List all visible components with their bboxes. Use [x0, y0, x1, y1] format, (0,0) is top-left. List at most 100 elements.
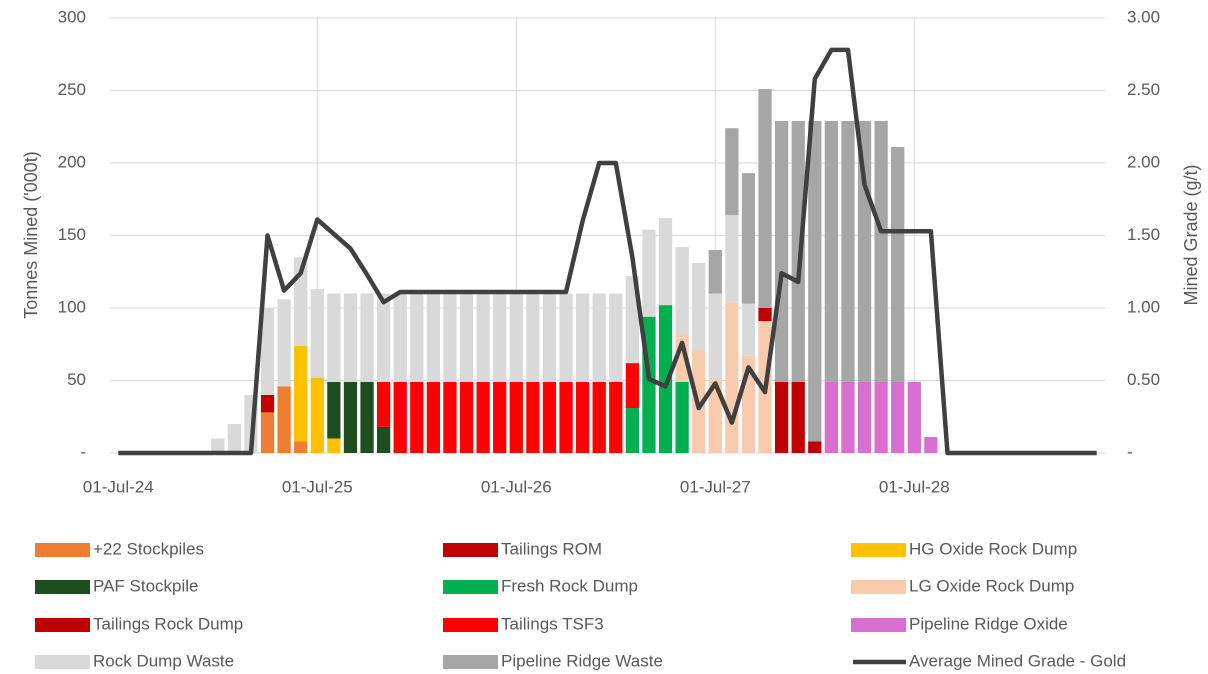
- bar: [277, 299, 291, 387]
- x-tick-label: 01-Jul-26: [481, 477, 552, 496]
- bar: [758, 308, 772, 322]
- bar: [393, 381, 407, 453]
- bar: [708, 380, 722, 453]
- bar: [277, 386, 291, 453]
- bar: [376, 426, 391, 453]
- bar: [509, 293, 523, 382]
- bar: [891, 381, 905, 453]
- bar: [841, 381, 855, 453]
- bar: [592, 381, 606, 453]
- bar: [924, 437, 938, 453]
- x-tick-label: 01-Jul-25: [282, 477, 353, 496]
- bar: [658, 218, 673, 306]
- bar: [526, 381, 540, 453]
- legend-label: Pipeline Ridge Waste: [501, 651, 663, 670]
- y2-tick-label: 0.50: [1127, 370, 1160, 389]
- bar: [642, 229, 656, 317]
- bar: [327, 381, 341, 439]
- bar: [741, 303, 756, 356]
- y-tick-label: 50: [67, 370, 86, 389]
- y2-tick-label: 1.00: [1127, 297, 1160, 316]
- y-axis-title: Tonnes Mined ('000t): [21, 151, 41, 319]
- bar: [758, 89, 772, 308]
- y-tick-label: 250: [58, 80, 86, 99]
- bar: [692, 263, 706, 351]
- legend-swatch: [35, 543, 90, 557]
- bar: [360, 293, 374, 382]
- bar: [260, 395, 275, 413]
- bar: [592, 293, 606, 382]
- legend-label: Rock Dump Waste: [93, 651, 234, 670]
- bar: [907, 381, 921, 453]
- bar: [260, 412, 275, 453]
- y-tick-label: -: [80, 442, 86, 461]
- bar: [891, 147, 905, 382]
- bar: [609, 381, 623, 453]
- bar: [542, 293, 557, 382]
- x-tick-label: 01-Jul-28: [879, 477, 950, 496]
- legend-label: PAF Stockpile: [93, 576, 199, 595]
- legend-label: HG Oxide Rock Dump: [909, 539, 1077, 558]
- bar: [443, 381, 457, 453]
- bar: [575, 381, 590, 453]
- bar: [575, 293, 590, 382]
- bar: [625, 408, 640, 453]
- y2-axis-title: Mined Grade (g/t): [1181, 164, 1201, 305]
- bar: [708, 250, 722, 294]
- bar: [526, 293, 540, 382]
- bar: [609, 293, 623, 382]
- bar: [675, 381, 689, 453]
- bar: [725, 128, 739, 216]
- legend-swatch: [35, 618, 90, 632]
- bar: [310, 377, 324, 453]
- bar: [360, 381, 374, 453]
- bar: [343, 381, 358, 453]
- legend-swatch: [443, 580, 498, 594]
- bar: [791, 381, 805, 453]
- bar: [211, 438, 225, 453]
- bar: [376, 293, 391, 382]
- line-series: [118, 47, 1097, 456]
- y-tick-label: 150: [58, 225, 86, 244]
- bar: [410, 293, 424, 382]
- bar: [675, 247, 689, 335]
- y-tick-label: 300: [58, 7, 86, 26]
- x-tick-label: 01-Jul-27: [680, 477, 751, 496]
- bar: [509, 381, 523, 453]
- bar: [808, 120, 822, 442]
- bar: [343, 293, 358, 382]
- bar: [824, 381, 839, 453]
- bar: [443, 293, 457, 382]
- bar: [857, 381, 872, 453]
- legend-swatch: [851, 618, 906, 632]
- bar: [824, 120, 839, 382]
- bar: [741, 173, 756, 304]
- legend-label: Fresh Rock Dump: [501, 576, 638, 595]
- y-tick-label: 100: [58, 297, 86, 316]
- bar: [808, 441, 822, 453]
- y2-tick-label: -: [1127, 442, 1133, 461]
- y2-tick-label: 3.00: [1127, 7, 1160, 26]
- bar: [857, 120, 872, 382]
- legend-label: Tailings Rock Dump: [93, 614, 243, 633]
- legend-swatch: [35, 580, 90, 594]
- legend-swatch: [35, 655, 90, 669]
- x-tick-label: 01-Jul-24: [83, 477, 154, 496]
- y-tick-label: 200: [58, 152, 86, 171]
- bar: [459, 293, 474, 382]
- bar: [725, 215, 739, 303]
- legend-swatch: [851, 543, 906, 557]
- bar: [376, 381, 391, 427]
- bar: [774, 381, 789, 453]
- bar: [559, 293, 573, 382]
- bar: [874, 381, 888, 453]
- bar: [493, 293, 507, 382]
- legend-label: Tailings TSF3: [501, 614, 604, 633]
- bar: [410, 381, 424, 453]
- bar: [393, 293, 407, 382]
- bar: [542, 381, 557, 453]
- legend-swatch: [443, 618, 498, 632]
- legend-swatch: [443, 655, 498, 669]
- bar: [708, 293, 722, 381]
